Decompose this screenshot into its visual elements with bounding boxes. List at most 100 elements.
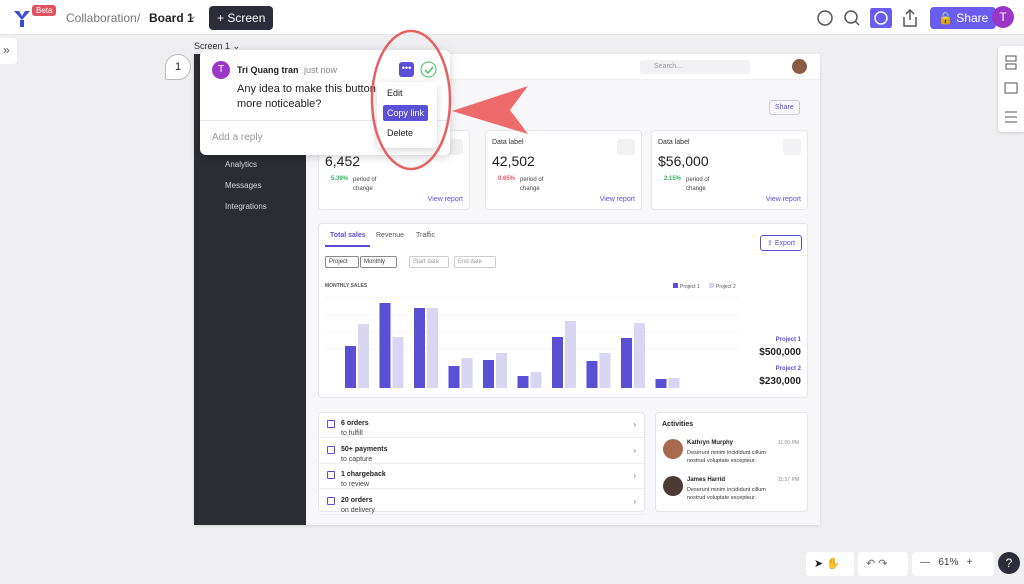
bar xyxy=(655,379,667,388)
tab[interactable]: Revenue xyxy=(376,232,405,239)
activity-time: 11:00 PM xyxy=(777,440,799,446)
bar xyxy=(448,366,460,388)
zoom-control[interactable]: — 61% + xyxy=(912,552,994,576)
order-row[interactable]: 1 chargeback to review › xyxy=(319,464,644,489)
order-sub: to fulfill xyxy=(341,430,363,437)
right-toolbar[interactable] xyxy=(998,46,1024,132)
tab-underline xyxy=(325,245,370,247)
card-link[interactable]: View report xyxy=(765,196,801,203)
toolbar-icons[interactable] xyxy=(815,8,935,28)
bar xyxy=(461,358,473,388)
reply-input[interactable]: Add a reply xyxy=(212,132,263,143)
card-value: 6,452 xyxy=(325,153,361,169)
chart-panel: Total sales Revenue Traffic ⇪ Export Proje… xyxy=(318,223,808,398)
menu-item[interactable]: Delete xyxy=(387,128,414,138)
more-button[interactable]: ••• xyxy=(399,62,414,77)
bar xyxy=(345,346,356,388)
order-row[interactable]: 6 orders to fulfill › xyxy=(319,413,644,438)
share-label: Share xyxy=(956,11,989,25)
bar xyxy=(483,360,494,388)
filter[interactable]: Start date xyxy=(409,256,449,268)
share-button[interactable]: 🔒 Share xyxy=(930,7,997,29)
order-sub: on delivery xyxy=(341,506,375,514)
separator: / xyxy=(137,11,141,25)
total-name: Project 2 xyxy=(776,366,802,372)
order-chevron: › xyxy=(633,445,636,455)
activities-panel: Activities Kathryn Murphy 11:00 PM Deserun… xyxy=(655,412,808,512)
card-link[interactable]: View report xyxy=(599,196,635,203)
expand-panel[interactable]: » xyxy=(0,38,17,64)
export-button[interactable]: ⇪ Export xyxy=(760,235,803,251)
card-icon xyxy=(783,139,801,155)
activity-text: Deserunt minim incididunt cillum nostrud… xyxy=(687,487,766,501)
bar xyxy=(552,337,563,388)
export-label: Export xyxy=(774,240,796,247)
frame-label: Screen 1 ⌄ xyxy=(194,41,241,51)
board-caret[interactable]: ⌄ xyxy=(188,10,198,22)
undo-redo[interactable]: ↶ ↷ xyxy=(858,552,908,576)
breadcrumb[interactable]: Collaboration xyxy=(66,11,137,25)
comment-avatar: T xyxy=(212,61,230,79)
total-name: Project 1 xyxy=(776,337,802,343)
activity-time: 11:37 PM xyxy=(777,477,799,483)
filter[interactable]: Monthly xyxy=(360,256,397,268)
orders-panel: 6 orders to fulfill › 50+ payments to captur… xyxy=(318,412,645,515)
divider xyxy=(200,120,450,121)
bar xyxy=(379,303,391,388)
activity-avatar xyxy=(663,476,683,496)
bar xyxy=(634,323,645,388)
mockup-share[interactable]: Share xyxy=(769,100,800,115)
menu-item[interactable]: Edit xyxy=(387,88,403,98)
activity-avatar xyxy=(663,439,683,459)
board-name[interactable]: Board 1 xyxy=(149,11,194,25)
sidebar-item[interactable]: Integrations xyxy=(225,202,267,211)
bar xyxy=(530,372,542,388)
menu-item[interactable]: Copy link xyxy=(383,105,429,121)
legend-label: Project 2 xyxy=(716,284,736,290)
bar-chart: Project 1 Project 1 $500,000 Project 2 Proje… xyxy=(325,283,802,388)
activity-text: Deserunt minim incididunt cillum nostrud… xyxy=(687,450,766,464)
tab[interactable]: Total sales xyxy=(330,232,366,239)
card-value: $56,000 xyxy=(658,153,709,169)
help-button[interactable]: ? xyxy=(998,552,1020,574)
frame-name: Screen 1 xyxy=(194,41,231,51)
card-change: 0.65% xyxy=(498,176,516,182)
card-change-text: period of change xyxy=(686,177,710,192)
resolve-button[interactable] xyxy=(420,61,437,78)
search-box[interactable]: Search... xyxy=(640,60,750,74)
comment-pin[interactable]: 1 xyxy=(165,54,191,80)
sidebar-item[interactable]: Messages xyxy=(225,181,262,190)
order-sub: to review xyxy=(341,481,370,488)
order-row[interactable]: 20 orders on delivery › xyxy=(319,490,644,515)
filter[interactable]: End date xyxy=(454,256,496,268)
order-icon xyxy=(327,496,335,505)
user-avatar[interactable]: T xyxy=(992,6,1014,28)
card-change-text: period of change xyxy=(520,177,544,192)
zoom-level: 61% xyxy=(938,557,959,568)
card-value: 42,502 xyxy=(492,153,535,169)
card-icon xyxy=(617,139,635,155)
mockup-avatar xyxy=(792,59,807,74)
activity-name: Kathryn Murphy xyxy=(687,440,734,446)
bar xyxy=(565,321,576,388)
order-icon xyxy=(327,420,335,428)
order-row[interactable]: 50+ payments to capture › xyxy=(319,439,644,464)
sidebar-item[interactable]: Analytics xyxy=(225,160,258,169)
bar xyxy=(427,308,438,388)
comment-menu: Edit Copy link Delete xyxy=(377,82,437,148)
total-value: $230,000 xyxy=(759,376,801,387)
order-title: 6 orders xyxy=(341,420,369,427)
order-icon xyxy=(327,471,335,479)
tab[interactable]: Traffic xyxy=(416,232,436,239)
beta-badge: Beta xyxy=(32,5,57,16)
chart-title: MONTHLY SALES xyxy=(325,283,368,289)
order-chevron: › xyxy=(633,471,636,480)
filter[interactable]: Project xyxy=(325,256,359,268)
screen-button[interactable]: + Screen xyxy=(209,6,274,30)
bar xyxy=(586,361,598,388)
card-link[interactable]: View report xyxy=(427,196,463,203)
bar xyxy=(392,337,404,388)
cursor-tools[interactable]: ➤ ✋ xyxy=(806,552,854,576)
legend-label: Project 1 xyxy=(680,284,700,290)
